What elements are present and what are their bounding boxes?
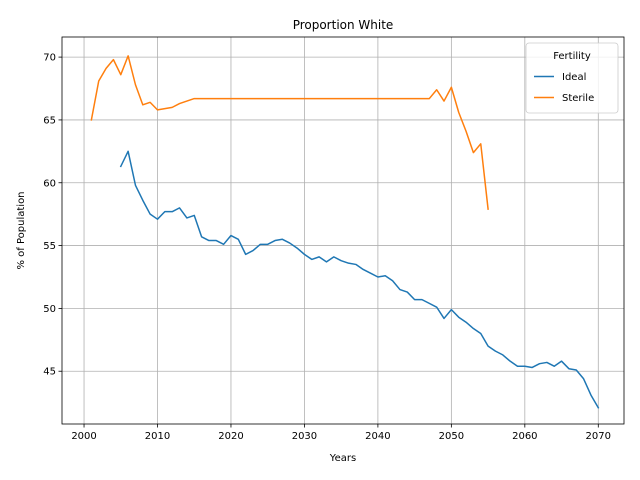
y-tick-label: 55 xyxy=(43,241,56,252)
legend-entry-ideal: Ideal xyxy=(562,72,586,83)
x-tick-label: 2060 xyxy=(512,431,537,442)
series-lines xyxy=(90,55,600,409)
axes-frame xyxy=(61,36,625,425)
x-axis-label: Years xyxy=(329,453,356,464)
x-tick-label: 2020 xyxy=(218,431,243,442)
x-tick-label: 2040 xyxy=(365,431,390,442)
series-line-ideal xyxy=(119,150,600,409)
x-tick-label: 2030 xyxy=(292,431,317,442)
y-tick-label: 50 xyxy=(43,304,56,315)
y-axis-label: % of Population xyxy=(16,191,27,269)
legend-entry-sterile: Sterile xyxy=(562,93,594,104)
x-tick-label: 2010 xyxy=(145,431,170,442)
x-tick-label: 2050 xyxy=(439,431,464,442)
y-tick-label: 65 xyxy=(43,115,56,126)
x-tick-label: 2000 xyxy=(71,431,96,442)
axis-ticks: 2000 2010 2020 2030 2040 2050 2060 2070 45 50 55 60… xyxy=(43,53,611,442)
y-tick-label: 45 xyxy=(43,367,56,378)
legend: Fertility Ideal Sterile xyxy=(525,42,619,114)
legend-box xyxy=(525,42,619,114)
y-tick-label: 60 xyxy=(43,178,56,189)
series-line-sterile xyxy=(90,55,489,210)
y-tick-label: 70 xyxy=(43,53,56,64)
legend-title: Fertility xyxy=(553,51,591,62)
chart-title: Proportion White xyxy=(293,18,394,32)
x-tick-label: 2070 xyxy=(586,431,611,442)
